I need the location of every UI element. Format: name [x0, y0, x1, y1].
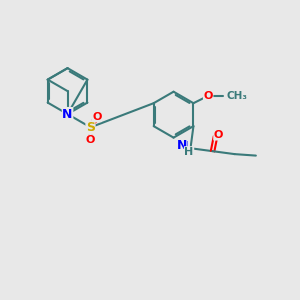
Text: O: O: [86, 135, 95, 145]
Text: S: S: [86, 121, 95, 134]
Text: N: N: [176, 140, 187, 152]
Text: N: N: [62, 108, 73, 121]
Text: H: H: [184, 147, 194, 157]
Text: O: O: [92, 112, 101, 122]
Text: N: N: [179, 140, 189, 153]
Text: O: O: [203, 91, 213, 101]
Text: CH₃: CH₃: [226, 91, 248, 101]
Text: O: O: [214, 130, 223, 140]
